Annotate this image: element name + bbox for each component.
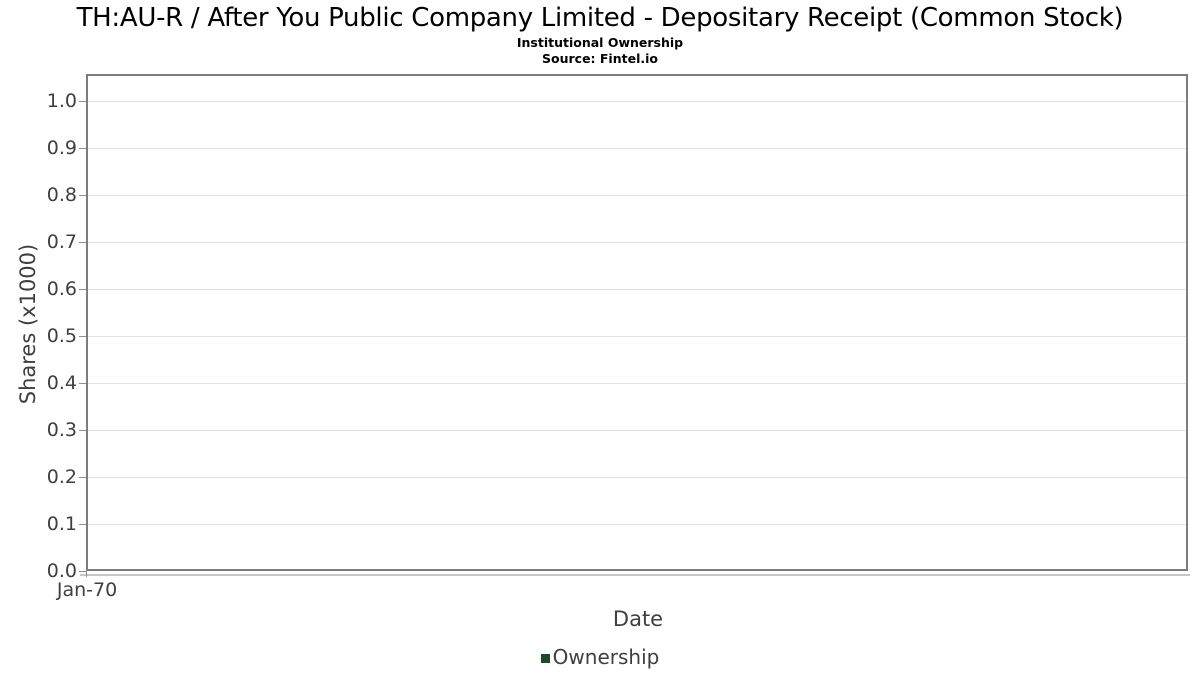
y-tick-mark: [79, 100, 86, 102]
y-tick-mark: [79, 288, 86, 290]
gridline: [88, 288, 1186, 290]
y-tick-label: 0.0: [46, 560, 77, 582]
y-tick-label: 0.7: [46, 231, 77, 253]
chart-title: TH:AU-R / After You Public Company Limit…: [76, 3, 1124, 33]
x-tick-mark: [86, 571, 87, 577]
y-tick-mark: [79, 194, 86, 196]
x-axis-label: Date: [612, 607, 664, 631]
y-tick-label: 0.3: [46, 419, 77, 441]
gridline: [88, 382, 1186, 384]
gridline: [88, 476, 1186, 478]
y-tick-label: 0.9: [46, 137, 77, 159]
y-tick-mark: [79, 570, 86, 572]
y-tick-label: 0.5: [46, 325, 77, 347]
legend: Ownership: [0, 645, 1200, 669]
y-tick-label: 0.6: [46, 278, 77, 300]
chart-source: Source: Fintel.io: [542, 51, 658, 66]
legend-swatch-square-icon: [540, 653, 550, 663]
plot-area: [86, 74, 1188, 571]
legend-label-ownership: Ownership: [552, 645, 660, 669]
y-tick-mark: [79, 476, 86, 478]
y-tick-mark: [79, 147, 86, 149]
y-tick-mark: [79, 382, 86, 384]
gridline: [88, 194, 1186, 196]
y-tick-label: 0.1: [46, 513, 77, 535]
y-tick-mark: [79, 335, 86, 337]
y-tick-mark: [79, 429, 86, 431]
gridline: [88, 523, 1186, 525]
y-tick-label: 0.8: [46, 184, 77, 206]
x-tick-label: Jan-70: [56, 579, 118, 601]
y-tick-label: 0.4: [46, 372, 77, 394]
x-axis-line: [80, 574, 1190, 576]
y-tick-label: 1.0: [46, 90, 77, 112]
y-tick-mark: [79, 241, 86, 243]
chart-subtitle: Institutional Ownership: [516, 35, 684, 50]
gridline: [88, 241, 1186, 243]
gridline: [88, 100, 1186, 102]
y-tick-mark: [79, 523, 86, 525]
gridline: [88, 335, 1186, 337]
gridline: [88, 147, 1186, 149]
gridline: [88, 429, 1186, 431]
y-tick-label: 0.2: [46, 466, 77, 488]
